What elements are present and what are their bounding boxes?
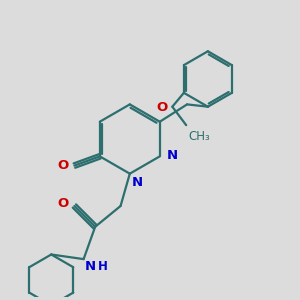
Text: O: O — [157, 101, 168, 114]
Text: O: O — [57, 159, 69, 172]
Text: N: N — [132, 176, 143, 189]
Text: N: N — [85, 260, 96, 273]
Text: N: N — [167, 149, 178, 162]
Text: CH₃: CH₃ — [188, 130, 210, 143]
Text: O: O — [57, 197, 69, 210]
Text: H: H — [98, 260, 107, 273]
